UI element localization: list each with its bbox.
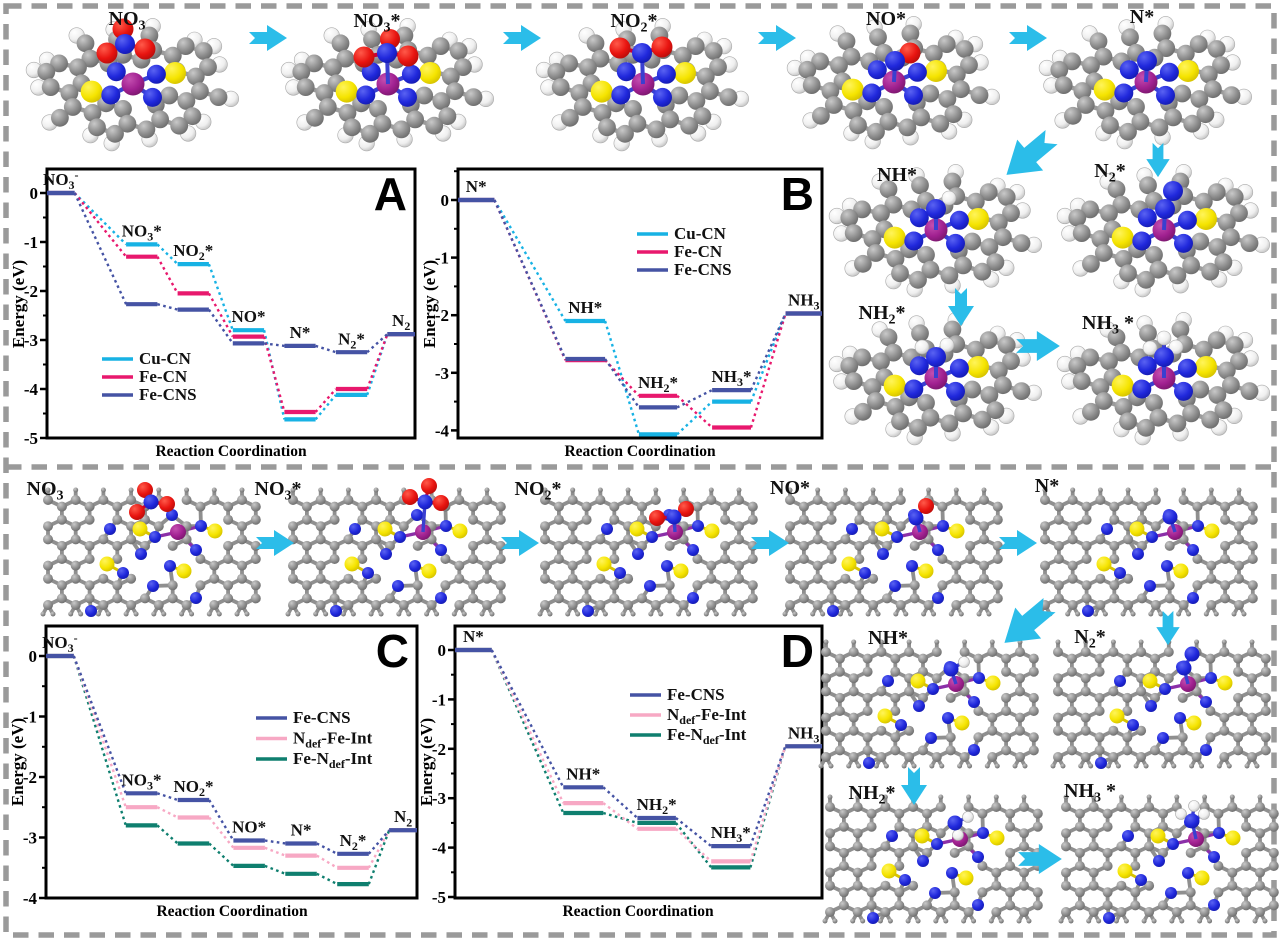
svg-text:-4: -4 bbox=[23, 889, 38, 908]
svg-text:Cu-CN: Cu-CN bbox=[139, 349, 192, 368]
svg-text:Fe-Ndef-Int: Fe-Ndef-Int bbox=[667, 725, 747, 747]
svg-text:Fe-CN: Fe-CN bbox=[139, 367, 188, 386]
svg-text:NO3*: NO3* bbox=[255, 478, 302, 504]
svg-text:-1: -1 bbox=[435, 249, 449, 268]
svg-text:Reaction Coordination: Reaction Coordination bbox=[156, 903, 308, 920]
svg-text:NH3*: NH3* bbox=[711, 823, 751, 845]
svg-text:Energy (eV): Energy (eV) bbox=[417, 718, 436, 806]
svg-text:NO2*: NO2* bbox=[515, 478, 562, 504]
svg-text:NO2*: NO2* bbox=[611, 10, 658, 36]
svg-text:-1: -1 bbox=[23, 708, 37, 727]
svg-text:-4: -4 bbox=[435, 421, 450, 440]
svg-text:0: 0 bbox=[30, 184, 39, 203]
svg-text:NO*: NO* bbox=[232, 818, 266, 837]
svg-text:0: 0 bbox=[441, 191, 450, 210]
svg-text:NH2*: NH2* bbox=[637, 795, 677, 817]
svg-text:C: C bbox=[376, 625, 409, 677]
svg-text:Energy (eV): Energy (eV) bbox=[8, 718, 27, 806]
svg-text:N*: N* bbox=[291, 821, 312, 840]
svg-text:NO*: NO* bbox=[231, 307, 265, 326]
svg-text:N*: N* bbox=[463, 627, 484, 646]
svg-text:NH3 *: NH3 * bbox=[1064, 780, 1116, 806]
svg-text:N*: N* bbox=[1035, 475, 1059, 497]
svg-text:NO3-: NO3- bbox=[42, 631, 78, 655]
svg-text:NH*: NH* bbox=[566, 764, 600, 783]
svg-text:Fe-CNS: Fe-CNS bbox=[674, 260, 732, 279]
svg-text:D: D bbox=[781, 625, 814, 677]
svg-text:-2: -2 bbox=[24, 282, 38, 301]
svg-text:Cu-CN: Cu-CN bbox=[674, 224, 727, 243]
svg-text:NO*: NO* bbox=[770, 477, 810, 499]
svg-text:A: A bbox=[374, 168, 407, 220]
svg-text:Energy (eV): Energy (eV) bbox=[9, 260, 28, 348]
svg-text:Reaction Coordination: Reaction Coordination bbox=[562, 903, 714, 920]
svg-text:Fe-CNS: Fe-CNS bbox=[667, 685, 725, 704]
svg-text:-5: -5 bbox=[24, 429, 38, 448]
svg-text:N*: N* bbox=[466, 177, 487, 196]
svg-text:-2: -2 bbox=[432, 740, 446, 759]
svg-text:N2*: N2* bbox=[1094, 160, 1125, 186]
svg-text:Fe-CNS: Fe-CNS bbox=[139, 385, 197, 404]
svg-text:Fe-CN: Fe-CN bbox=[674, 242, 723, 261]
svg-text:-3: -3 bbox=[24, 331, 38, 350]
svg-text:0: 0 bbox=[29, 647, 38, 666]
svg-text:N2*: N2* bbox=[338, 329, 365, 351]
svg-text:NH*: NH* bbox=[568, 298, 602, 317]
svg-text:N2*: N2* bbox=[340, 831, 367, 853]
svg-text:-2: -2 bbox=[435, 306, 449, 325]
svg-text:NO3*: NO3* bbox=[122, 221, 162, 243]
svg-text:Fe-Ndef-Int: Fe-Ndef-Int bbox=[293, 749, 373, 771]
svg-text:-3: -3 bbox=[435, 364, 449, 383]
svg-text:NH*: NH* bbox=[868, 627, 908, 649]
svg-text:NH3 *: NH3 * bbox=[1082, 312, 1134, 338]
svg-text:N2: N2 bbox=[392, 311, 410, 333]
svg-text:NH3: NH3 bbox=[788, 723, 820, 745]
svg-text:NO*: NO* bbox=[866, 8, 906, 30]
svg-text:-4: -4 bbox=[432, 839, 447, 858]
svg-text:NH3: NH3 bbox=[788, 290, 820, 312]
svg-text:NH*: NH* bbox=[877, 164, 917, 186]
svg-text:N2*: N2* bbox=[1074, 626, 1105, 652]
svg-text:Ndef-Fe-Int: Ndef-Fe-Int bbox=[667, 705, 747, 727]
svg-text:-4: -4 bbox=[24, 380, 39, 399]
svg-text:NH2*: NH2* bbox=[859, 302, 906, 328]
svg-text:Fe-CNS: Fe-CNS bbox=[293, 708, 351, 727]
svg-text:NO3: NO3 bbox=[27, 478, 64, 504]
svg-text:N2: N2 bbox=[394, 807, 412, 829]
svg-text:NO2*: NO2* bbox=[173, 777, 213, 799]
svg-text:B: B bbox=[781, 168, 814, 220]
svg-text:NO3: NO3 bbox=[109, 8, 146, 34]
svg-text:0: 0 bbox=[438, 641, 447, 660]
svg-text:-1: -1 bbox=[24, 233, 38, 252]
svg-text:Reaction Coordination: Reaction Coordination bbox=[564, 443, 716, 460]
svg-text:NO3*: NO3* bbox=[354, 10, 401, 36]
svg-text:NO3*: NO3* bbox=[122, 770, 162, 792]
svg-text:-1: -1 bbox=[432, 690, 446, 709]
svg-text:NO3-: NO3- bbox=[43, 168, 79, 192]
svg-text:NH3*: NH3* bbox=[712, 367, 752, 389]
svg-text:NH2*: NH2* bbox=[849, 782, 896, 808]
svg-text:-5: -5 bbox=[432, 888, 446, 907]
svg-text:NH2*: NH2* bbox=[638, 373, 678, 395]
svg-text:NO2*: NO2* bbox=[173, 241, 213, 263]
svg-text:Reaction Coordination: Reaction Coordination bbox=[155, 443, 307, 460]
svg-text:N*: N* bbox=[290, 323, 311, 342]
svg-text:Ndef-Fe-Int: Ndef-Fe-Int bbox=[293, 729, 373, 751]
svg-text:Energy (eV): Energy (eV) bbox=[420, 260, 439, 348]
svg-text:-3: -3 bbox=[23, 829, 37, 848]
svg-text:-3: -3 bbox=[432, 789, 446, 808]
svg-text:-2: -2 bbox=[23, 768, 37, 787]
svg-text:N*: N* bbox=[1130, 6, 1154, 28]
